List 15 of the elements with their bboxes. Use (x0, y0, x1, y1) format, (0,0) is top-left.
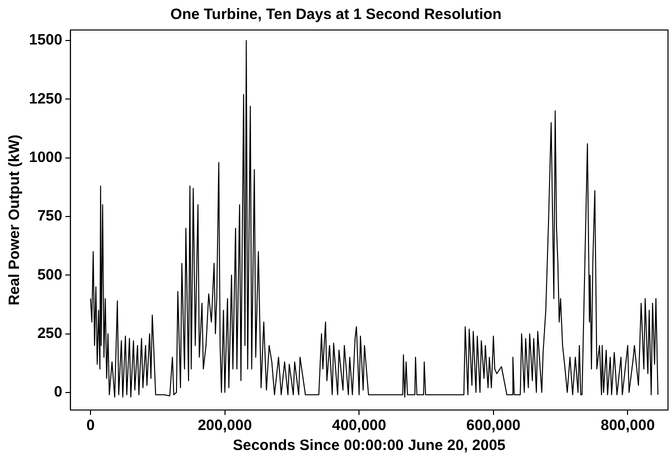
y-tick-label: 1500 (28, 32, 62, 49)
y-axis-title: Real Power Output (kW) (6, 134, 24, 306)
x-tick-label: 800,000 (600, 417, 655, 434)
chart-title: One Turbine, Ten Days at 1 Second Resolution (170, 6, 502, 24)
x-tick-label: 200,000 (198, 417, 252, 434)
x-tick-label: 400,000 (332, 417, 386, 434)
y-tick-label: 500 (37, 266, 62, 284)
x-tick-label: 0 (86, 417, 95, 434)
y-tick-label: 750 (37, 208, 62, 225)
y-tick-label: 0 (54, 384, 62, 401)
y-tick-label: 1250 (28, 90, 62, 108)
x-tick-label: 600,000 (466, 417, 521, 434)
y-tick-label: 250 (37, 324, 62, 342)
y-tick-label: 1000 (28, 148, 62, 166)
x-axis-title: Seconds Since 00:00:00 June 20, 2005 (232, 437, 506, 454)
